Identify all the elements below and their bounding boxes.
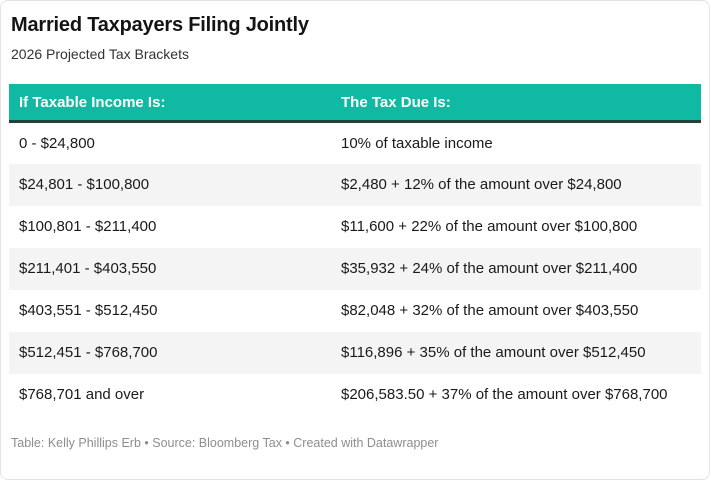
page-subtitle: 2026 Projected Tax Brackets xyxy=(11,46,189,62)
tax-due-cell: $11,600 + 22% of the amount over $100,80… xyxy=(341,218,638,236)
tax-due-cell: $82,048 + 32% of the amount over $403,55… xyxy=(341,302,639,320)
table-row: $211,401 - $403,550 $35,932 + 24% of the … xyxy=(9,247,701,290)
income-range-cell: $403,551 - $512,450 xyxy=(19,302,158,320)
table-body: 0 - $24,800 10% of taxable income $24,801 … xyxy=(9,122,701,416)
table-row: $100,801 - $211,400 $11,600 + 22% of the … xyxy=(9,206,701,248)
income-range-cell: $100,801 - $211,400 xyxy=(19,218,157,236)
page-title: Married Taxpayers Filing Jointly xyxy=(11,14,309,36)
table-row: $768,701 and over $206,583.50 + 37% of th… xyxy=(9,374,701,416)
tax-brackets-table: If Taxable Income Is: The Tax Due Is: 0 … xyxy=(9,83,701,416)
income-range-cell: $768,701 and over xyxy=(19,386,145,404)
table-row: $403,551 - $512,450 $82,048 + 32% of the … xyxy=(9,290,701,332)
tax-due-cell: $116,896 + 35% of the amount over $512,4… xyxy=(341,344,646,362)
tax-due-cell: $2,480 + 12% of the amount over $24,800 xyxy=(341,176,622,194)
column-header-tax-due: The Tax Due Is: xyxy=(331,83,701,124)
tax-brackets-table-wrapper: If Taxable Income Is: The Tax Due Is: 0 … xyxy=(9,83,701,416)
tax-due-cell: $35,932 + 24% of the amount over $211,40… xyxy=(341,260,638,278)
tax-due-cell: 10% of taxable income xyxy=(341,135,493,153)
table-row: 0 - $24,800 10% of taxable income xyxy=(9,122,701,164)
footer-attribution: Table: Kelly Phillips Erb • Source: Bloo… xyxy=(11,435,439,450)
column-header-taxable-income: If Taxable Income Is: xyxy=(9,83,331,124)
table-row: $24,801 - $100,800 $2,480 + 12% of the am… xyxy=(9,163,701,206)
income-range-cell: $24,801 - $100,800 xyxy=(19,176,150,194)
income-range-cell: $211,401 - $403,550 xyxy=(19,260,157,278)
income-range-cell: 0 - $24,800 xyxy=(19,135,95,153)
income-range-cell: $512,451 - $768,700 xyxy=(19,344,158,362)
table-row: $512,451 - $768,700 $116,896 + 35% of the… xyxy=(9,331,701,374)
tax-due-cell: $206,583.50 + 37% of the amount over $76… xyxy=(341,386,668,404)
table-header-row: If Taxable Income Is: The Tax Due Is: xyxy=(9,83,701,124)
